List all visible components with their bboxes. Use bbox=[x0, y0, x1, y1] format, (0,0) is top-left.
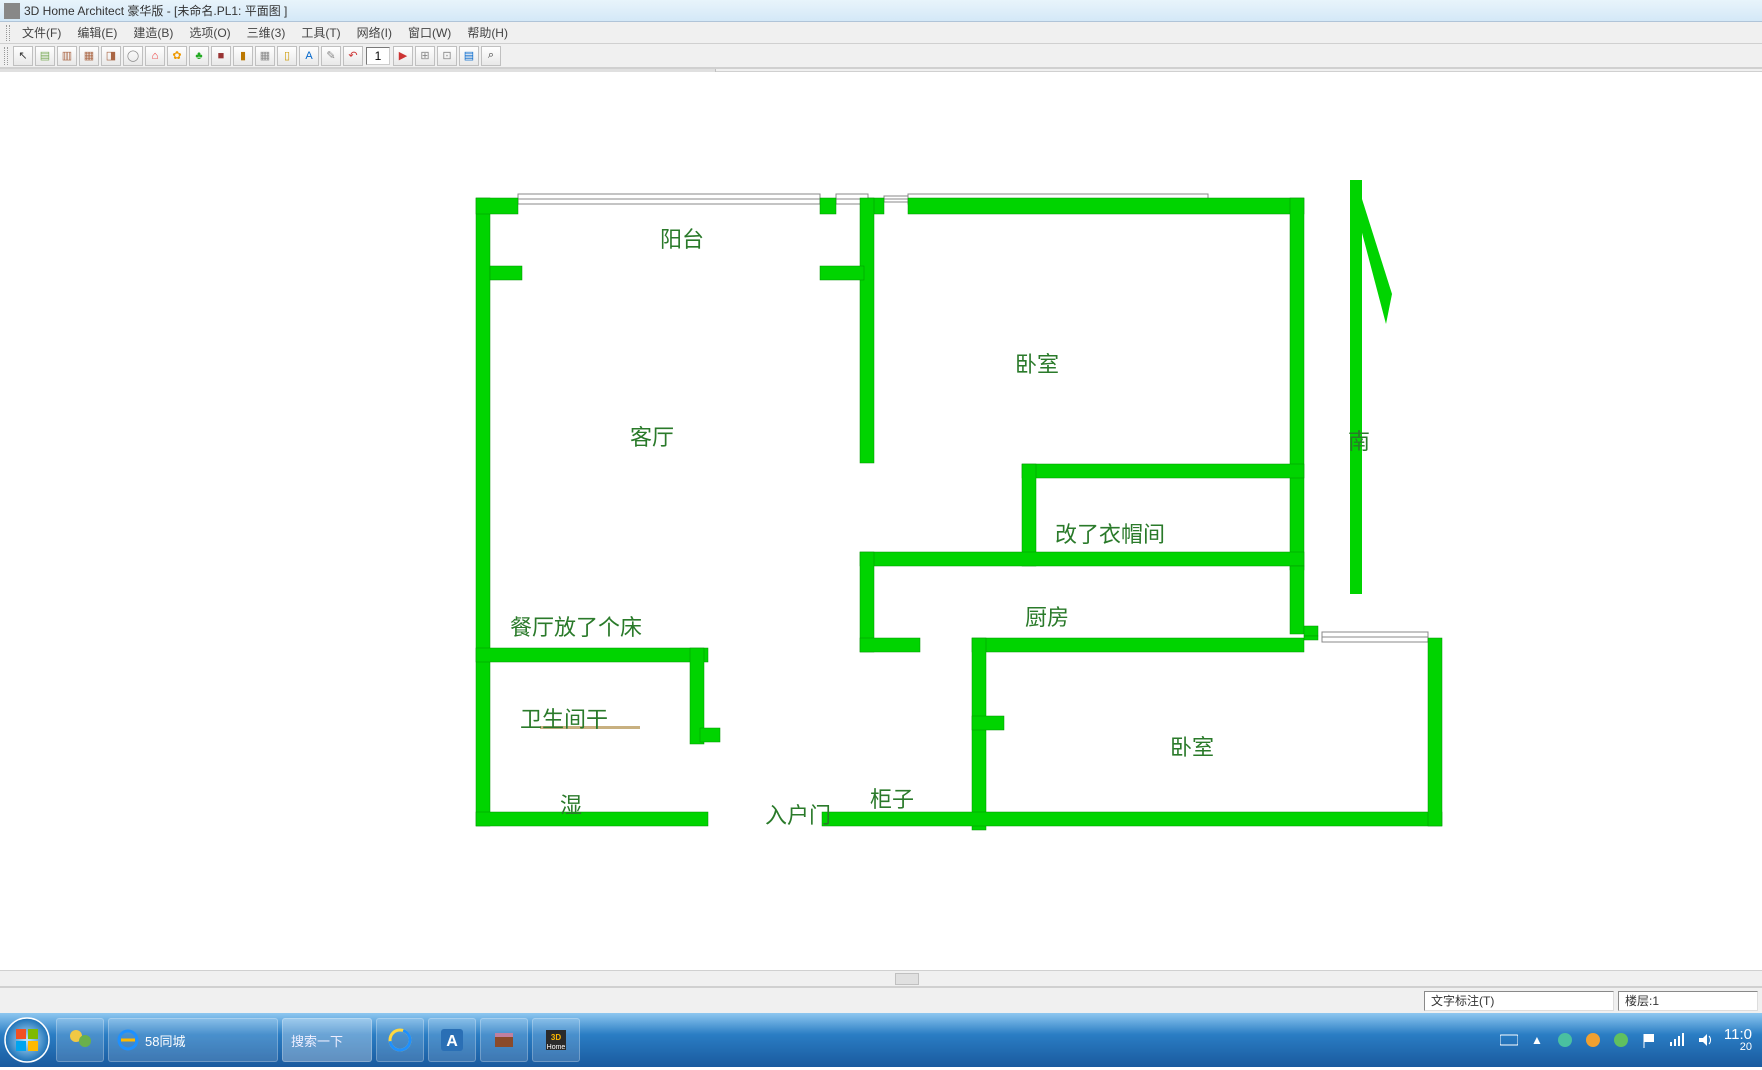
menubar-handle[interactable] bbox=[6, 25, 10, 41]
tray-orb2-icon[interactable] bbox=[1584, 1031, 1602, 1049]
box-icon[interactable]: ■ bbox=[211, 46, 231, 66]
grid-icon[interactable]: ▦ bbox=[255, 46, 275, 66]
note-icon[interactable]: ▯ bbox=[277, 46, 297, 66]
menu-window[interactable]: 窗口(W) bbox=[400, 22, 459, 43]
menubar: 文件(F) 编辑(E) 建造(B) 选项(O) 三维(3) 工具(T) 网络(I… bbox=[0, 22, 1762, 44]
doc-icon[interactable]: ▤ bbox=[35, 46, 55, 66]
room-label: 南 bbox=[1348, 424, 1370, 456]
plant-icon[interactable]: ✿ bbox=[167, 46, 187, 66]
menu-network[interactable]: 网络(I) bbox=[349, 22, 400, 43]
room-label: 客厅 bbox=[630, 420, 674, 452]
titlebar: 3D Home Architect 豪华版 - [未命名.PL1: 平面图 ] bbox=[0, 0, 1762, 22]
menu-3d[interactable]: 三维(3) bbox=[239, 22, 294, 43]
room-label: 改了衣帽间 bbox=[1055, 517, 1165, 549]
lamp-icon[interactable]: ◯ bbox=[123, 46, 143, 66]
room-label: 柜子 bbox=[870, 782, 914, 814]
start-button[interactable] bbox=[0, 1013, 54, 1067]
tree-icon[interactable]: ♣ bbox=[189, 46, 209, 66]
room-label: 入户门 bbox=[765, 798, 831, 830]
task-app-a[interactable]: A bbox=[428, 1018, 476, 1062]
menu-tools[interactable]: 工具(T) bbox=[293, 22, 348, 43]
task-search[interactable]: 搜索一下 bbox=[282, 1018, 372, 1062]
layout-icon[interactable]: ⊞ bbox=[415, 46, 435, 66]
toolbar-handle[interactable] bbox=[4, 47, 8, 65]
undo-icon[interactable]: ↶ bbox=[343, 46, 363, 66]
menu-options[interactable]: 选项(O) bbox=[181, 22, 238, 43]
status-mode: 文字标注(T) bbox=[1424, 991, 1614, 1011]
room-label: 卧室 bbox=[1170, 730, 1214, 762]
system-tray: ▲ 11:0 20 bbox=[1500, 1027, 1762, 1053]
clock-time: 11:0 bbox=[1724, 1027, 1752, 1042]
menu-file[interactable]: 文件(F) bbox=[14, 22, 69, 43]
search-placeholder: 搜索一下 bbox=[291, 1031, 343, 1050]
table-icon[interactable]: ▦ bbox=[79, 46, 99, 66]
room-label: 餐厅放了个床 bbox=[510, 610, 642, 642]
task-ie2[interactable] bbox=[376, 1018, 424, 1062]
tray-clock[interactable]: 11:0 20 bbox=[1724, 1027, 1752, 1053]
window-icon[interactable]: ▥ bbox=[57, 46, 77, 66]
h-scrollbar[interactable] bbox=[0, 970, 1762, 987]
measure-icon[interactable]: ⊡ bbox=[437, 46, 457, 66]
room-label: 卧室 bbox=[1015, 347, 1059, 379]
task-people[interactable] bbox=[56, 1018, 104, 1062]
book-icon[interactable]: ▮ bbox=[233, 46, 253, 66]
room-label: 厨房 bbox=[1025, 600, 1069, 632]
scroll-grip[interactable] bbox=[895, 973, 919, 985]
task-3dhome[interactable]: 3D Home bbox=[532, 1018, 580, 1062]
svg-text:A: A bbox=[446, 1033, 458, 1050]
menu-edit[interactable]: 编辑(E) bbox=[69, 22, 125, 43]
tray-volume-icon[interactable] bbox=[1696, 1031, 1714, 1049]
zoom-icon[interactable]: ⌕ bbox=[481, 46, 501, 66]
svg-text:3D: 3D bbox=[551, 1033, 561, 1042]
menu-help[interactable]: 帮助(H) bbox=[459, 22, 516, 43]
room-label: 阳台 bbox=[660, 222, 704, 254]
window-title: 3D Home Architect 豪华版 - [未命名.PL1: 平面图 ] bbox=[24, 2, 287, 19]
ruler-icon[interactable]: ▤ bbox=[459, 46, 479, 66]
svg-text:Home: Home bbox=[547, 1044, 566, 1051]
tray-chevron-icon[interactable]: ▲ bbox=[1528, 1031, 1546, 1049]
text-icon[interactable]: A bbox=[299, 46, 319, 66]
menu-build[interactable]: 建造(B) bbox=[125, 22, 181, 43]
tray-orb1-icon[interactable] bbox=[1556, 1031, 1574, 1049]
task-winrar[interactable] bbox=[480, 1018, 528, 1062]
task-ie-58[interactable]: 58同城 bbox=[108, 1018, 278, 1062]
house-icon[interactable]: ⌂ bbox=[145, 46, 165, 66]
cursor-icon[interactable]: ↖ bbox=[13, 46, 33, 66]
play-icon[interactable]: ▶ bbox=[393, 46, 413, 66]
door-icon[interactable]: ◨ bbox=[101, 46, 121, 66]
tray-flag-icon[interactable] bbox=[1640, 1031, 1658, 1049]
status-floor: 楼层:1 bbox=[1618, 991, 1758, 1011]
tray-signal-icon[interactable] bbox=[1668, 1031, 1686, 1049]
pencil-icon[interactable]: ✎ bbox=[321, 46, 341, 66]
floor-spinner[interactable]: 1 bbox=[366, 47, 390, 65]
floorplan bbox=[0, 72, 1762, 892]
toolbar: ↖▤▥▦◨◯⌂✿♣■▮▦▯A✎↶ 1 ▶⊞⊡▤⌕ bbox=[0, 44, 1762, 68]
canvas[interactable]: 阳台客厅卧室改了衣帽间厨房餐厅放了个床卫生间干湿入户门柜子卧室南 bbox=[0, 72, 1762, 960]
taskbar: 58同城 搜索一下 A 3D Home ▲ 11:0 20 bbox=[0, 1013, 1762, 1067]
tray-keyboard-icon[interactable] bbox=[1500, 1031, 1518, 1049]
app-icon bbox=[4, 3, 20, 19]
task-ie-label: 58同城 bbox=[145, 1031, 185, 1050]
tray-wechat-icon[interactable] bbox=[1612, 1031, 1630, 1049]
clock-date: 20 bbox=[1724, 1042, 1752, 1053]
room-label: 卫生间干 bbox=[520, 702, 608, 734]
statusbar: 文字标注(T) 楼层:1 bbox=[0, 987, 1762, 1013]
room-label: 湿 bbox=[560, 788, 582, 820]
